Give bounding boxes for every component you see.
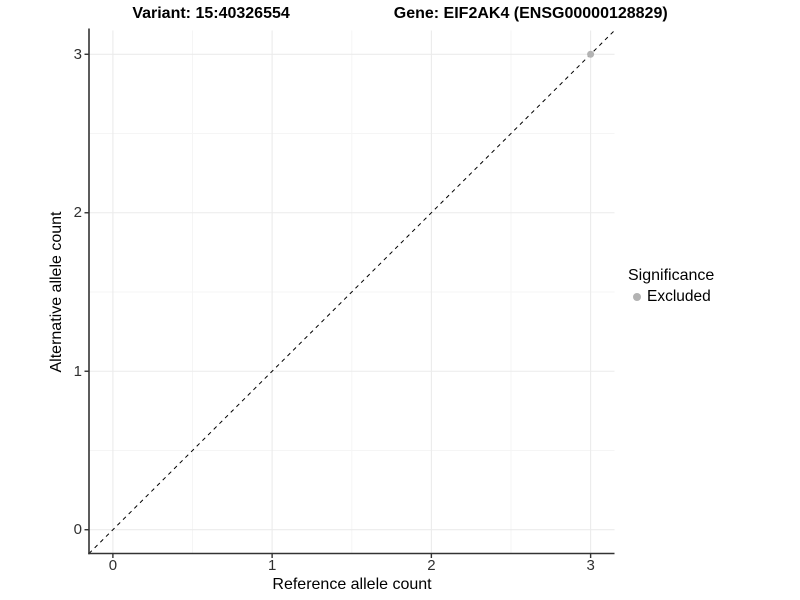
x-tick-label: 1 <box>267 557 277 574</box>
y-tick-label: 1 <box>73 362 82 380</box>
legend-item-label: Excluded <box>647 288 711 305</box>
legend-title: Significance <box>628 267 715 284</box>
x-tick-label: 2 <box>427 557 436 574</box>
legend-key-dot-icon <box>633 292 641 301</box>
legend-items: Excluded <box>628 288 714 305</box>
legend: Significance Excluded <box>628 266 714 305</box>
data-point <box>587 50 595 58</box>
legend-item: Excluded <box>628 288 714 305</box>
x-tick-label: 3 <box>586 557 595 574</box>
identity-line <box>88 30 615 554</box>
x-tick-label: 0 <box>108 557 118 574</box>
plot-title-gene: Gene: EIF2AK4 (ENSG00000128829) <box>393 5 668 22</box>
plot-title-variant: Variant: 15:40326554 <box>132 5 290 22</box>
y-tick-label: 0 <box>73 521 82 539</box>
plot-title-row: Variant: 15:40326554 Gene: EIF2AK4 (ENSG… <box>0 5 800 23</box>
y-tick-label: 3 <box>73 45 82 63</box>
y-axis-title: Alternative allele count <box>48 211 65 373</box>
x-axis-title: Reference allele count <box>272 576 432 593</box>
y-tick-label: 2 <box>73 204 82 222</box>
